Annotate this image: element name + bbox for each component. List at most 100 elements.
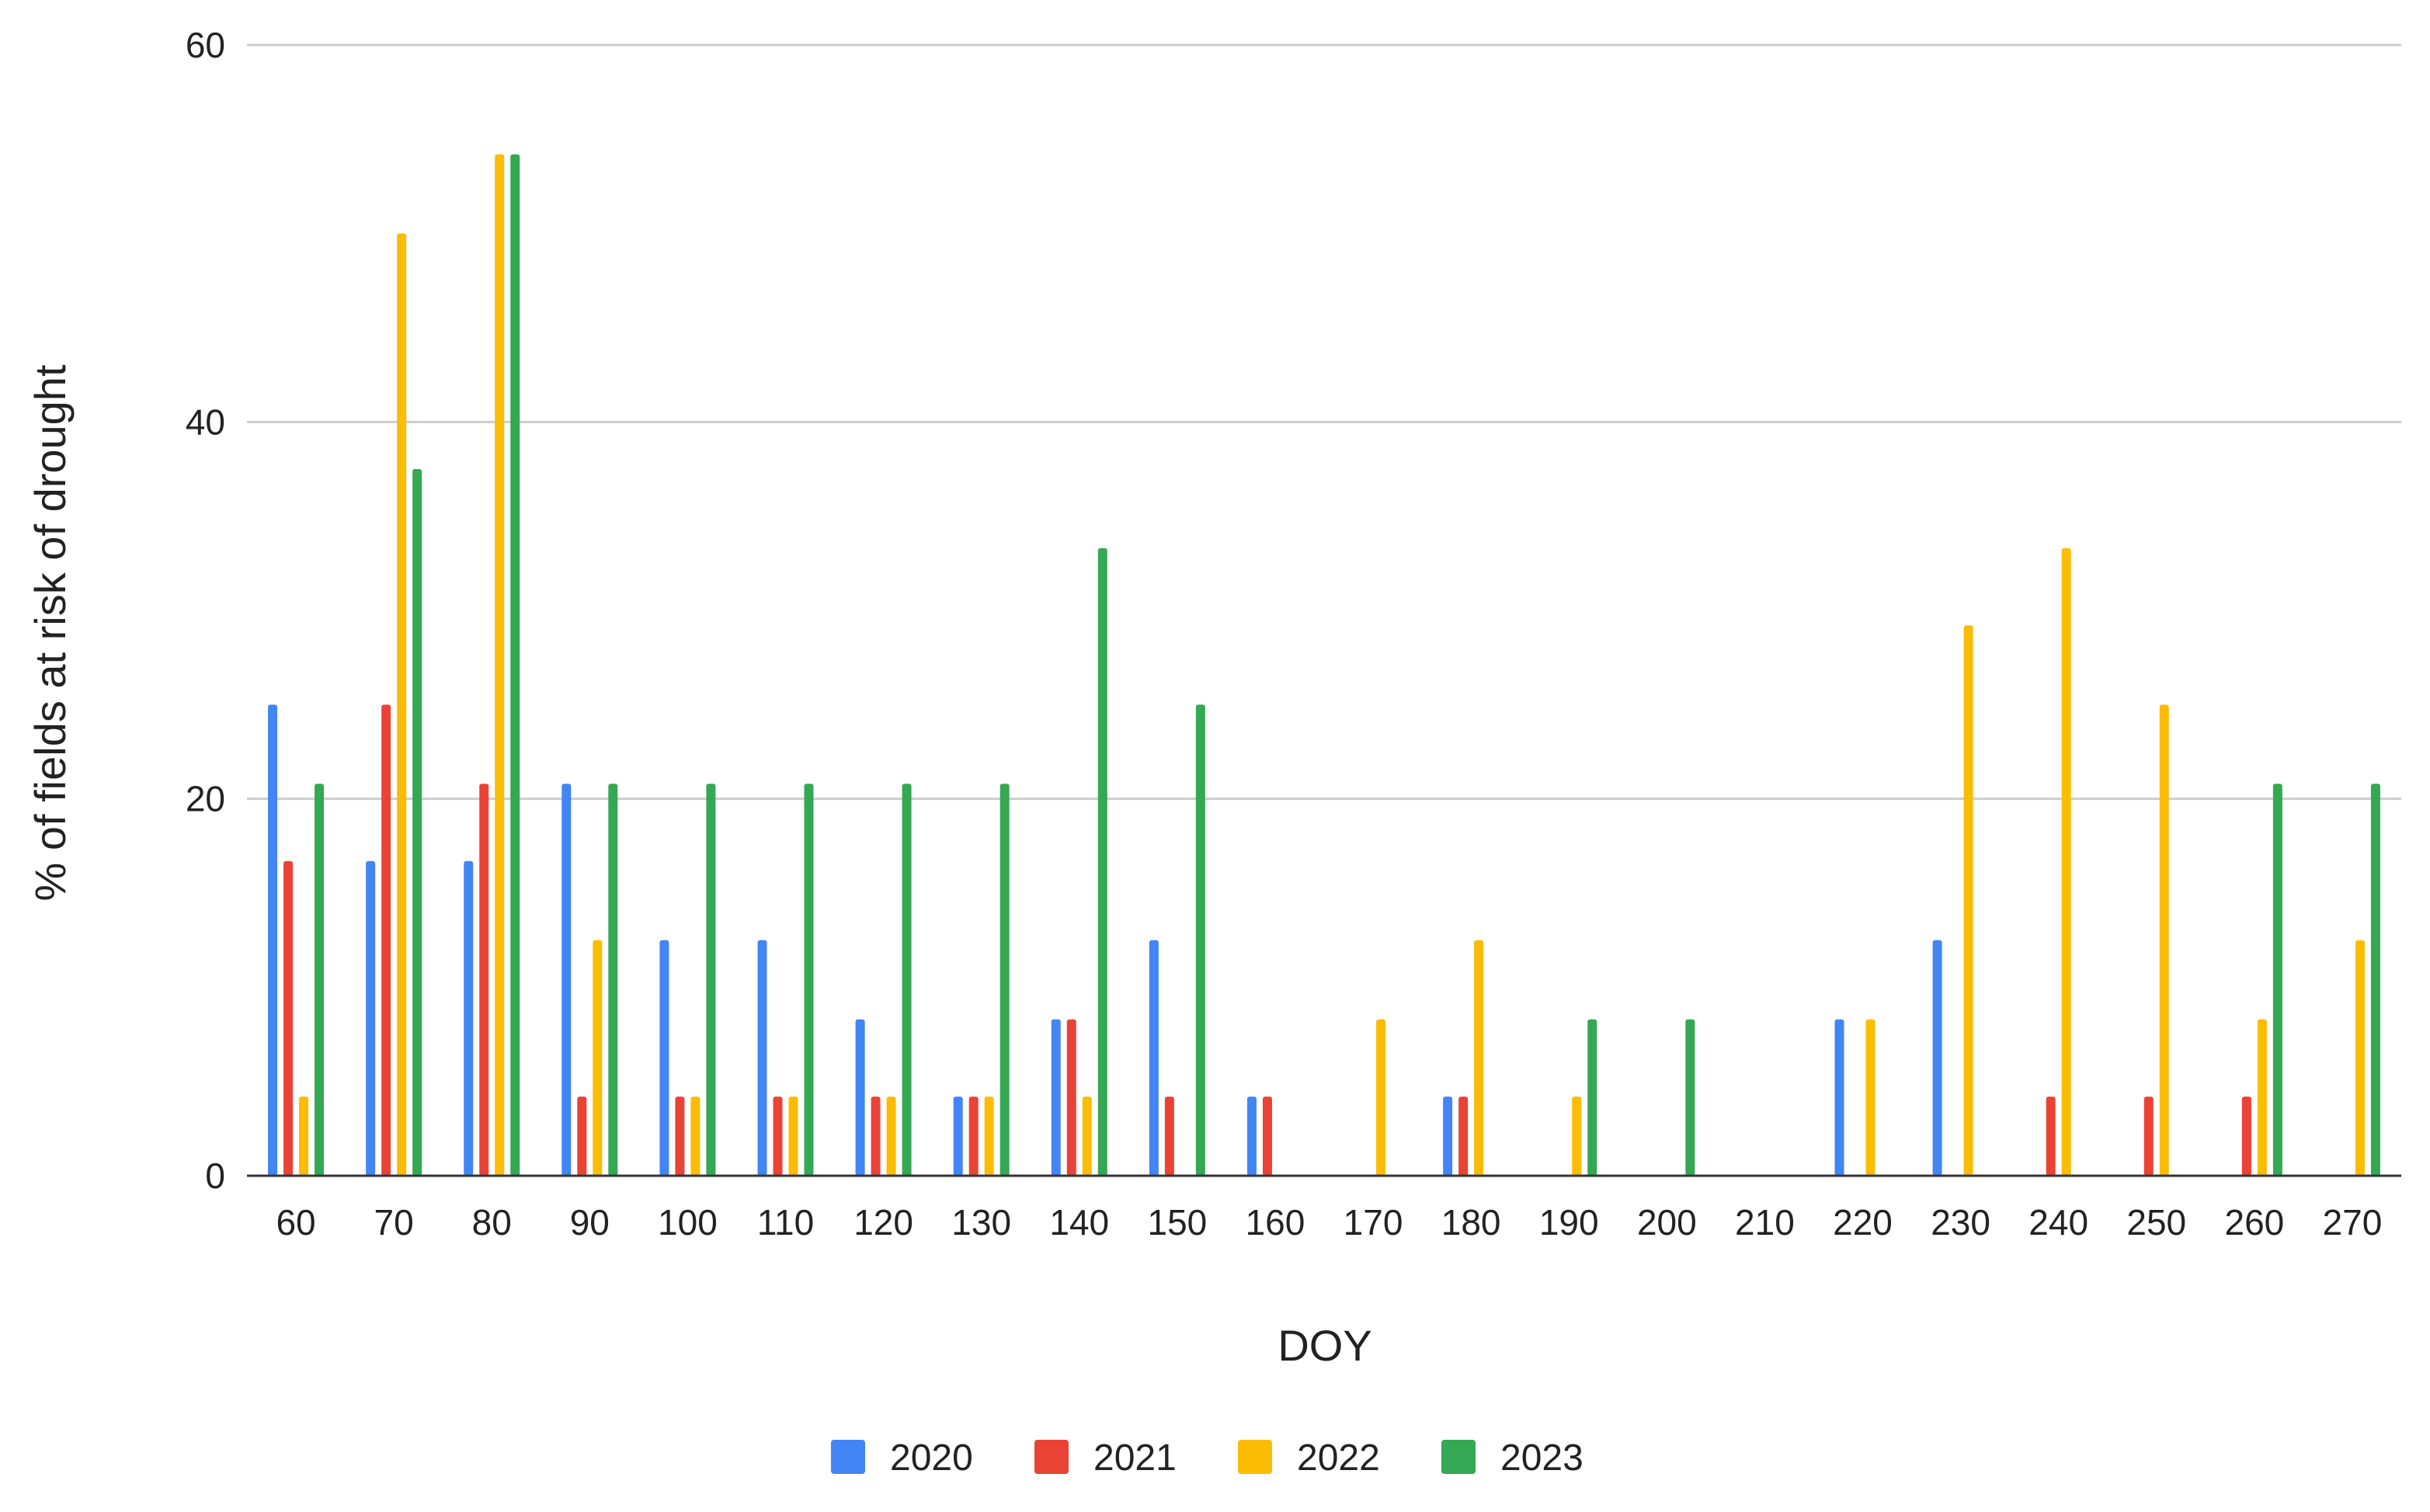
x-tick-label: 180: [1441, 1202, 1501, 1243]
y-tick-label: 0: [205, 1156, 225, 1196]
bar-2021-140: [1066, 1019, 1076, 1176]
x-tick-label: 260: [2224, 1202, 2284, 1243]
bar-2023-110: [804, 784, 814, 1176]
y-tick-label: 20: [186, 779, 225, 819]
legend: 2020 2021 2022 2023: [831, 1437, 1583, 1479]
bar-2023-260: [2272, 784, 2282, 1176]
bar-2023-140: [1097, 547, 1107, 1176]
x-tick-label: 150: [1147, 1202, 1207, 1243]
bar-2022-100: [690, 1097, 700, 1176]
bar-2020-140: [1051, 1019, 1061, 1176]
bar-2023-100: [706, 784, 716, 1176]
bar-2020-150: [1149, 940, 1159, 1176]
gridlines: [247, 43, 2401, 801]
axes: 0 20 40 60 60 70 80 90 100 110 120 130 140 150 160 170 1…: [186, 25, 2401, 1243]
bar-2022-90: [593, 940, 603, 1176]
bar-2020-120: [855, 1019, 865, 1176]
bar-2023-90: [608, 784, 618, 1176]
x-tick-label: 220: [1833, 1202, 1893, 1243]
y-axis-title: % of fields at risk of drought: [26, 364, 75, 901]
bar-2020-90: [561, 784, 572, 1176]
bar-2021-110: [773, 1097, 783, 1176]
legend-swatch-2020: [831, 1440, 865, 1474]
bar-2023-150: [1195, 704, 1205, 1176]
x-tick-label: 120: [853, 1202, 913, 1243]
bar-2021-90: [577, 1097, 587, 1176]
bar-2020-70: [366, 860, 376, 1176]
bar-2021-260: [2241, 1097, 2251, 1176]
bar-2020-110: [757, 940, 767, 1176]
bar-2022-120: [886, 1097, 896, 1176]
bar-2022-140: [1082, 1097, 1092, 1176]
x-tick-label: 270: [2323, 1202, 2383, 1243]
legend-label-2021: 2021: [1093, 1437, 1177, 1479]
bar-2020-60: [268, 704, 278, 1176]
legend-swatch-2022: [1238, 1440, 1272, 1474]
bar-2023-70: [412, 469, 422, 1176]
bar-2022-110: [788, 1097, 798, 1176]
x-tick-label: 250: [2126, 1202, 2186, 1243]
bar-2020-160: [1246, 1097, 1257, 1176]
bar-2022-270: [2355, 940, 2365, 1176]
bar-2023-270: [2370, 784, 2380, 1176]
bar-2020-130: [953, 1097, 963, 1176]
bar-2020-80: [464, 860, 474, 1176]
bar-2021-130: [968, 1097, 979, 1176]
bar-2021-150: [1164, 1097, 1174, 1176]
x-tick-label: 60: [276, 1202, 315, 1243]
bar-2023-80: [510, 154, 520, 1176]
bar-2021-250: [2143, 1097, 2154, 1176]
x-tick-label: 90: [570, 1202, 610, 1243]
legend-label-2022: 2022: [1297, 1437, 1380, 1479]
legend-swatch-2023: [1441, 1440, 1476, 1474]
bar-2022-80: [495, 154, 505, 1176]
x-tick-label: 240: [2028, 1202, 2088, 1243]
x-tick-label: 80: [472, 1202, 512, 1243]
bar-2022-60: [299, 1097, 309, 1176]
x-tick-label: 230: [1931, 1202, 1990, 1243]
x-tick-label: 170: [1344, 1202, 1403, 1243]
x-tick-label: 100: [658, 1202, 718, 1243]
bar-2021-120: [871, 1097, 881, 1176]
x-tick-label: 190: [1539, 1202, 1599, 1243]
bar-2020-230: [1932, 940, 1942, 1176]
bar-2022-260: [2257, 1019, 2267, 1176]
bar-2022-240: [2061, 547, 2071, 1176]
x-tick-label: 70: [374, 1202, 414, 1243]
bar-2021-100: [675, 1097, 685, 1176]
x-tick-label: 140: [1049, 1202, 1109, 1243]
x-tick-label: 200: [1637, 1202, 1697, 1243]
y-tick-label: 60: [186, 25, 225, 65]
bar-2022-230: [1963, 625, 1973, 1176]
bar-2021-60: [283, 860, 294, 1176]
x-tick-label: 160: [1246, 1202, 1305, 1243]
bar-2020-220: [1834, 1019, 1844, 1176]
bar-2023-190: [1587, 1019, 1597, 1176]
bar-2021-160: [1262, 1097, 1272, 1176]
legend-label-2020: 2020: [890, 1437, 973, 1479]
bar-2022-70: [397, 233, 407, 1177]
bar-2023-60: [315, 784, 325, 1176]
bars: [268, 154, 2380, 1177]
bar-2021-180: [1458, 1097, 1469, 1176]
legend-label-2023: 2023: [1500, 1437, 1583, 1479]
bar-2023-130: [999, 784, 1010, 1176]
bar-2023-120: [902, 784, 912, 1176]
x-tick-label: 210: [1735, 1202, 1795, 1243]
bar-2020-100: [659, 940, 669, 1176]
bar-2022-180: [1474, 940, 1484, 1176]
bar-2021-70: [381, 704, 391, 1176]
legend-swatch-2021: [1034, 1440, 1069, 1474]
bar-2022-130: [984, 1097, 994, 1176]
x-tick-label: 110: [757, 1202, 814, 1243]
bar-2020-180: [1443, 1097, 1453, 1176]
bar-2021-80: [479, 784, 489, 1176]
x-tick-label: 130: [951, 1202, 1011, 1243]
bar-2022-250: [2159, 704, 2169, 1176]
x-axis-title: DOY: [1278, 1321, 1371, 1370]
y-tick-label: 40: [186, 401, 225, 442]
bar-2021-240: [2046, 1097, 2056, 1176]
bar-2023-200: [1685, 1019, 1695, 1176]
bar-2022-190: [1572, 1097, 1582, 1176]
